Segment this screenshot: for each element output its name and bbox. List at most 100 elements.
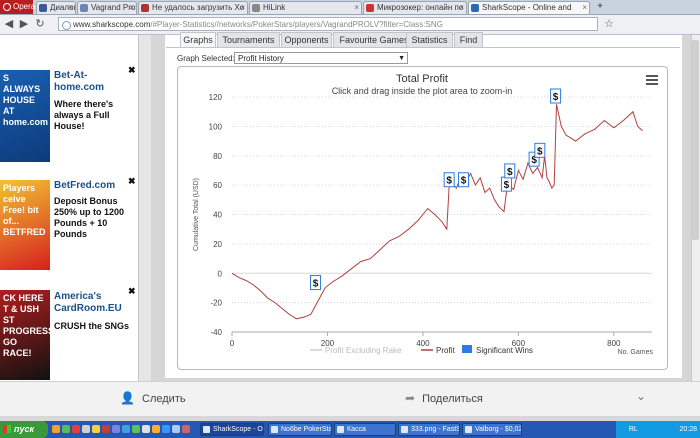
quicklaunch-icon[interactable]	[142, 425, 150, 433]
tab-favourite-games[interactable]: Favourite Games	[333, 32, 415, 47]
chart-title: Total Profit	[396, 73, 448, 85]
significant-win-marker[interactable]	[534, 142, 546, 158]
close-icon[interactable]: ✖	[128, 286, 136, 296]
significant-win-marker[interactable]	[528, 151, 540, 167]
quicklaunch-icon[interactable]	[162, 425, 170, 433]
browser-tab-label: HiLink	[263, 3, 286, 12]
x-tick-label: 800	[607, 339, 621, 348]
significant-win-marker[interactable]	[443, 172, 455, 188]
task-app-icon	[203, 426, 210, 433]
ad-title-link[interactable]: America's CardRoom.EU	[54, 291, 122, 314]
taskbar-item[interactable]: No6be PokerStar...	[268, 423, 332, 436]
taskbar-item-label: No6be PokerStar...	[281, 426, 332, 433]
dollar-icon: $	[531, 155, 537, 166]
tab-opponents[interactable]: Opponents	[281, 32, 332, 47]
legend-label[interactable]: Profit Excluding Rake	[325, 346, 402, 355]
close-icon[interactable]: ×	[459, 3, 464, 12]
quicklaunch-icon[interactable]	[92, 425, 100, 433]
browser-tab-label: Vagrand Prolv	[91, 3, 137, 12]
task-app-icon	[465, 426, 472, 433]
tray-clock: 20:28	[679, 426, 697, 433]
taskbar-item[interactable]: Касса	[334, 423, 396, 436]
profit-series-line[interactable]	[231, 104, 643, 320]
close-icon[interactable]: ×	[240, 3, 245, 12]
system-tray: RL 20:28	[616, 421, 700, 438]
tab-graphs[interactable]: Graphs	[180, 32, 216, 47]
reload-icon[interactable]: ↻	[35, 18, 45, 30]
legend-label[interactable]: Profit	[436, 346, 455, 355]
quicklaunch-icon[interactable]	[72, 425, 80, 433]
forward-icon[interactable]: ▶	[19, 18, 29, 30]
url-input[interactable]: www.sharkscope.com/#Player-Statistics//n…	[58, 17, 598, 31]
close-icon[interactable]: ✖	[128, 65, 136, 75]
quicklaunch-icon[interactable]	[122, 425, 130, 433]
significant-win-marker[interactable]	[550, 88, 562, 104]
ad-text: Deposit Bonus 250% up to 1200 Pounds + 1…	[54, 196, 125, 239]
quicklaunch-icon[interactable]	[132, 425, 140, 433]
new-tab-icon[interactable]: +	[597, 1, 603, 12]
chevron-down-icon: ▼	[398, 55, 405, 62]
quicklaunch-icon[interactable]	[62, 425, 70, 433]
browser-tab-label: SharkScope - Online and	[482, 3, 572, 12]
graph-selected-label: Graph Selected:	[177, 54, 235, 63]
back-icon[interactable]: ◀	[4, 18, 14, 30]
quicklaunch-icon[interactable]	[82, 425, 90, 433]
browser-tab[interactable]: Vagrand Prolv ×	[77, 1, 137, 14]
browser-tab[interactable]: Микрозокер: онлайн по ×	[363, 1, 467, 14]
start-button[interactable]: пуск	[0, 421, 48, 438]
browser-tab-label: Диалоги	[50, 3, 75, 12]
opera-menu-button[interactable]: Opera	[0, 0, 35, 14]
share-button[interactable]: ➦ Поделиться	[405, 391, 483, 405]
significant-win-marker[interactable]	[504, 163, 516, 179]
browser-tab-label: Не удалось загрузить Хо	[152, 3, 245, 12]
browser-tab[interactable]: SharkScope - Online and ×	[468, 1, 590, 14]
ad-image[interactable]: Players ceive Free! bit of... BETFRED	[0, 180, 50, 270]
legend-swatch	[462, 345, 472, 353]
x-tick-label: 200	[321, 339, 335, 348]
close-icon[interactable]: ✖	[128, 176, 136, 186]
taskbar-item[interactable]: Valborg - $0,02/...	[462, 423, 522, 436]
follow-label: Следить	[142, 393, 186, 405]
browser-tab[interactable]: Диалоги×	[36, 1, 76, 14]
quicklaunch-icon[interactable]	[172, 425, 180, 433]
graph-select[interactable]: Profit History ▼	[234, 52, 408, 64]
quicklaunch-icon[interactable]	[102, 425, 110, 433]
quicklaunch-icon[interactable]	[152, 425, 160, 433]
chart-menu-icon[interactable]	[646, 75, 658, 85]
close-icon[interactable]: ×	[129, 3, 134, 12]
quicklaunch-icon[interactable]	[52, 425, 60, 433]
y-axis-label: Cumulative Total (USD)	[193, 178, 200, 251]
dollar-icon: $	[313, 279, 319, 290]
significant-win-marker[interactable]	[457, 172, 469, 188]
ad-title-link[interactable]: Bet-At-home.com	[54, 70, 105, 93]
close-icon[interactable]: ×	[582, 3, 587, 12]
ad-title-link[interactable]: BetFred.com	[54, 180, 116, 191]
share-arrow-icon: ➦	[405, 391, 416, 405]
quicklaunch-icon[interactable]	[182, 425, 190, 433]
scrollbar-thumb[interactable]	[692, 40, 699, 240]
url-host: www.sharkscope.com	[73, 20, 151, 29]
x-axis-label: No. Games	[618, 349, 654, 356]
quicklaunch-icon[interactable]	[112, 425, 120, 433]
ad-image[interactable]: S ALWAYS HOUSE AT home.com	[0, 70, 50, 162]
legend-label[interactable]: Significant Wins	[476, 346, 533, 355]
tray-language[interactable]: RL	[628, 426, 638, 433]
browser-tab[interactable]: Не удалось загрузить Хо ×	[138, 1, 248, 14]
taskbar-item-label: SharkScope - On...	[213, 426, 263, 433]
significant-win-marker[interactable]	[310, 275, 322, 291]
taskbar-item[interactable]: SharkScope - On...	[200, 423, 264, 436]
taskbar-item[interactable]: 333.png - FastSt...	[398, 423, 460, 436]
follow-button[interactable]: 👤 Следить	[120, 391, 186, 405]
ad-text: CRUSH the SNGs	[54, 321, 130, 331]
tab-find[interactable]: Find	[454, 32, 483, 47]
chevron-down-icon[interactable]: ⌄	[636, 389, 647, 403]
tab-tournaments[interactable]: Tournaments	[217, 32, 280, 47]
bookmark-icon[interactable]: ☆	[604, 18, 614, 30]
tab-statistics[interactable]: Statistics	[406, 32, 453, 47]
browser-tab[interactable]: HiLink ×	[249, 1, 362, 14]
ad-image[interactable]: CK HERE T & USH ST PROGRESSIVE GO RACE!	[0, 290, 50, 380]
close-icon[interactable]: ×	[68, 3, 73, 12]
close-icon[interactable]: ×	[354, 3, 359, 12]
y-tick-label: 20	[213, 240, 222, 249]
